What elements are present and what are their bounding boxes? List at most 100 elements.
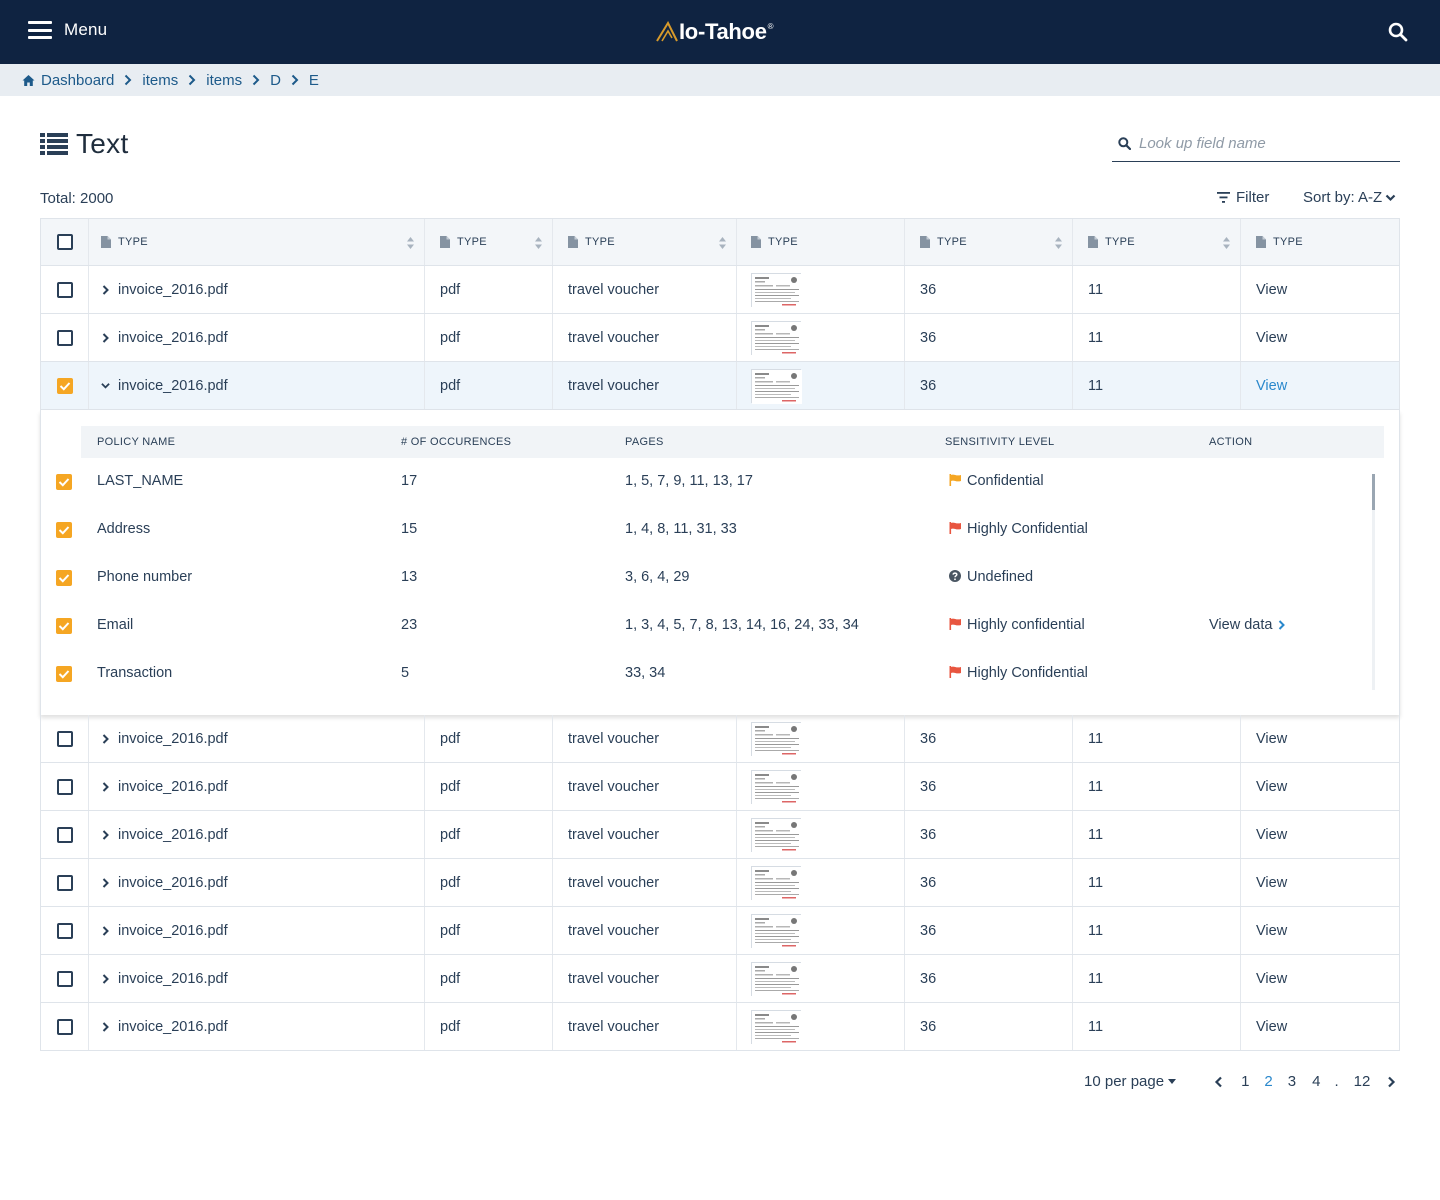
table-row[interactable]: invoice_2016.pdf pdf travel voucher 36 11 Vie…: [40, 266, 1400, 314]
header-cell-category[interactable]: TYPE: [553, 219, 737, 265]
view-link[interactable]: View: [1256, 281, 1288, 298]
header-cell-format[interactable]: TYPE: [425, 219, 553, 265]
document-thumbnail[interactable]: [751, 961, 802, 997]
row-checkbox[interactable]: [56, 874, 73, 891]
pages-cell: 36: [905, 955, 1073, 1002]
chevron-right-icon[interactable]: [101, 284, 110, 295]
header-cell-name[interactable]: TYPE: [89, 219, 425, 265]
chevron-right-icon: [1279, 620, 1286, 630]
chevron-right-icon[interactable]: [101, 733, 110, 744]
view-link[interactable]: View: [1256, 377, 1288, 394]
chevron-right-icon[interactable]: [101, 973, 110, 984]
view-data-link[interactable]: View data: [1209, 617, 1286, 633]
view-link[interactable]: View: [1256, 778, 1288, 795]
view-link[interactable]: View: [1256, 970, 1288, 987]
view-link[interactable]: View: [1256, 922, 1288, 939]
table-row[interactable]: invoice_2016.pdf pdf travel voucher 36 11 Vie…: [40, 314, 1400, 362]
document-thumbnail[interactable]: [751, 913, 802, 949]
document-thumbnail[interactable]: [751, 1009, 802, 1045]
breadcrumb-item-dashboard[interactable]: Dashboard: [41, 71, 115, 89]
sort-icon[interactable]: [1055, 237, 1062, 249]
policy-row[interactable]: Phone number 13 3, 6, 4, 29 Undefined: [41, 554, 1371, 602]
document-thumbnail[interactable]: [751, 272, 802, 308]
policy-checkbox[interactable]: [56, 570, 72, 586]
view-link[interactable]: View: [1256, 329, 1288, 346]
view-link[interactable]: View: [1256, 730, 1288, 747]
per-page-select[interactable]: 10 per page: [1084, 1073, 1177, 1090]
page-link[interactable]: 1: [1241, 1073, 1250, 1090]
row-checkbox[interactable]: [56, 970, 73, 987]
view-link[interactable]: View: [1256, 874, 1288, 891]
chevron-right-icon[interactable]: [101, 829, 110, 840]
table-row[interactable]: invoice_2016.pdf pdf travel voucher 36 11 Vie…: [40, 362, 1400, 410]
policy-row[interactable]: Email 23 1, 3, 4, 5, 7, 8, 13, 14, 16, 24,…: [41, 602, 1371, 650]
policy-checkbox[interactable]: [56, 666, 72, 682]
home-icon[interactable]: [22, 74, 35, 87]
filter-button[interactable]: Filter: [1217, 189, 1269, 206]
row-checkbox[interactable]: [56, 1018, 73, 1035]
table-row[interactable]: invoice_2016.pdf pdf travel voucher 36 11 Vie…: [40, 955, 1400, 1003]
next-page-icon[interactable]: [1387, 1076, 1396, 1088]
logo[interactable]: Io-Tahoe ®: [656, 18, 774, 46]
table-row[interactable]: invoice_2016.pdf pdf travel voucher 36 11 Vie…: [40, 859, 1400, 907]
header-cell-preview[interactable]: TYPE: [737, 219, 905, 265]
chevron-down-icon[interactable]: [101, 381, 110, 391]
table-row[interactable]: invoice_2016.pdf pdf travel voucher 36 11 Vie…: [40, 715, 1400, 763]
policy-row[interactable]: Transaction 5 33, 34 Highly Confidential: [41, 650, 1371, 698]
format-cell: pdf: [425, 715, 553, 762]
row-checkbox[interactable]: [56, 281, 73, 298]
document-thumbnail[interactable]: [751, 817, 802, 853]
sort-icon[interactable]: [407, 237, 414, 249]
chevron-right-icon[interactable]: [101, 1021, 110, 1032]
table-row[interactable]: invoice_2016.pdf pdf travel voucher 36 11 Vie…: [40, 763, 1400, 811]
document-thumbnail[interactable]: [751, 320, 802, 356]
page-link[interactable]: 4: [1312, 1073, 1321, 1090]
pages-cell: 36: [905, 907, 1073, 954]
header-cell-count[interactable]: TYPE: [1073, 219, 1241, 265]
table-row[interactable]: invoice_2016.pdf pdf travel voucher 36 11 Vie…: [40, 811, 1400, 859]
sort-icon[interactable]: [1223, 237, 1230, 249]
document-preview-image: [752, 722, 802, 757]
breadcrumb-item[interactable]: D: [270, 71, 281, 89]
field-search-input[interactable]: [1139, 135, 1389, 152]
view-link[interactable]: View: [1256, 826, 1288, 843]
page-link-last[interactable]: 12: [1353, 1073, 1371, 1090]
select-all-checkbox[interactable]: [56, 234, 73, 250]
menu-button[interactable]: Menu: [28, 20, 107, 40]
document-thumbnail[interactable]: [751, 865, 802, 901]
page-link-current[interactable]: 2: [1264, 1073, 1273, 1090]
row-checkbox[interactable]: [56, 329, 73, 346]
policy-checkbox[interactable]: [56, 474, 72, 490]
table-row[interactable]: invoice_2016.pdf pdf travel voucher 36 11 Vie…: [40, 907, 1400, 955]
row-checkbox[interactable]: [56, 922, 73, 939]
chevron-right-icon[interactable]: [101, 877, 110, 888]
row-checkbox[interactable]: [56, 826, 73, 843]
policy-row[interactable]: Address 15 1, 4, 8, 11, 31, 33 Highly Confi…: [41, 506, 1371, 554]
policy-checkbox[interactable]: [56, 522, 72, 538]
chevron-right-icon[interactable]: [101, 332, 110, 343]
breadcrumb-item[interactable]: items: [206, 71, 243, 89]
policy-row[interactable]: LAST_NAME 17 1, 5, 7, 9, 11, 13, 17 Confide…: [41, 458, 1371, 506]
view-link[interactable]: View: [1256, 1018, 1288, 1035]
chevron-right-icon[interactable]: [101, 925, 110, 936]
chevron-right-icon[interactable]: [101, 781, 110, 792]
document-thumbnail[interactable]: [751, 368, 802, 404]
document-thumbnail[interactable]: [751, 769, 802, 805]
scrollbar-thumb[interactable]: [1372, 474, 1375, 510]
row-checkbox[interactable]: [56, 730, 73, 747]
prev-page-icon[interactable]: [1214, 1076, 1223, 1088]
breadcrumb-item[interactable]: items: [142, 71, 179, 89]
header-cell-pages[interactable]: TYPE: [905, 219, 1073, 265]
search-icon[interactable]: [1388, 22, 1408, 42]
breadcrumb-item-current[interactable]: E: [308, 71, 319, 89]
document-thumbnail[interactable]: [751, 721, 802, 757]
sort-dropdown[interactable]: Sort by: A-Z: [1303, 189, 1396, 206]
policy-checkbox[interactable]: [56, 618, 72, 634]
row-checkbox[interactable]: [56, 377, 73, 394]
table-row[interactable]: invoice_2016.pdf pdf travel voucher 36 11 Vie…: [40, 1003, 1400, 1051]
sort-icon[interactable]: [535, 237, 542, 249]
sort-icon[interactable]: [719, 237, 726, 249]
page-link[interactable]: 3: [1287, 1073, 1297, 1090]
format-cell: pdf: [425, 811, 553, 858]
row-checkbox[interactable]: [56, 778, 73, 795]
